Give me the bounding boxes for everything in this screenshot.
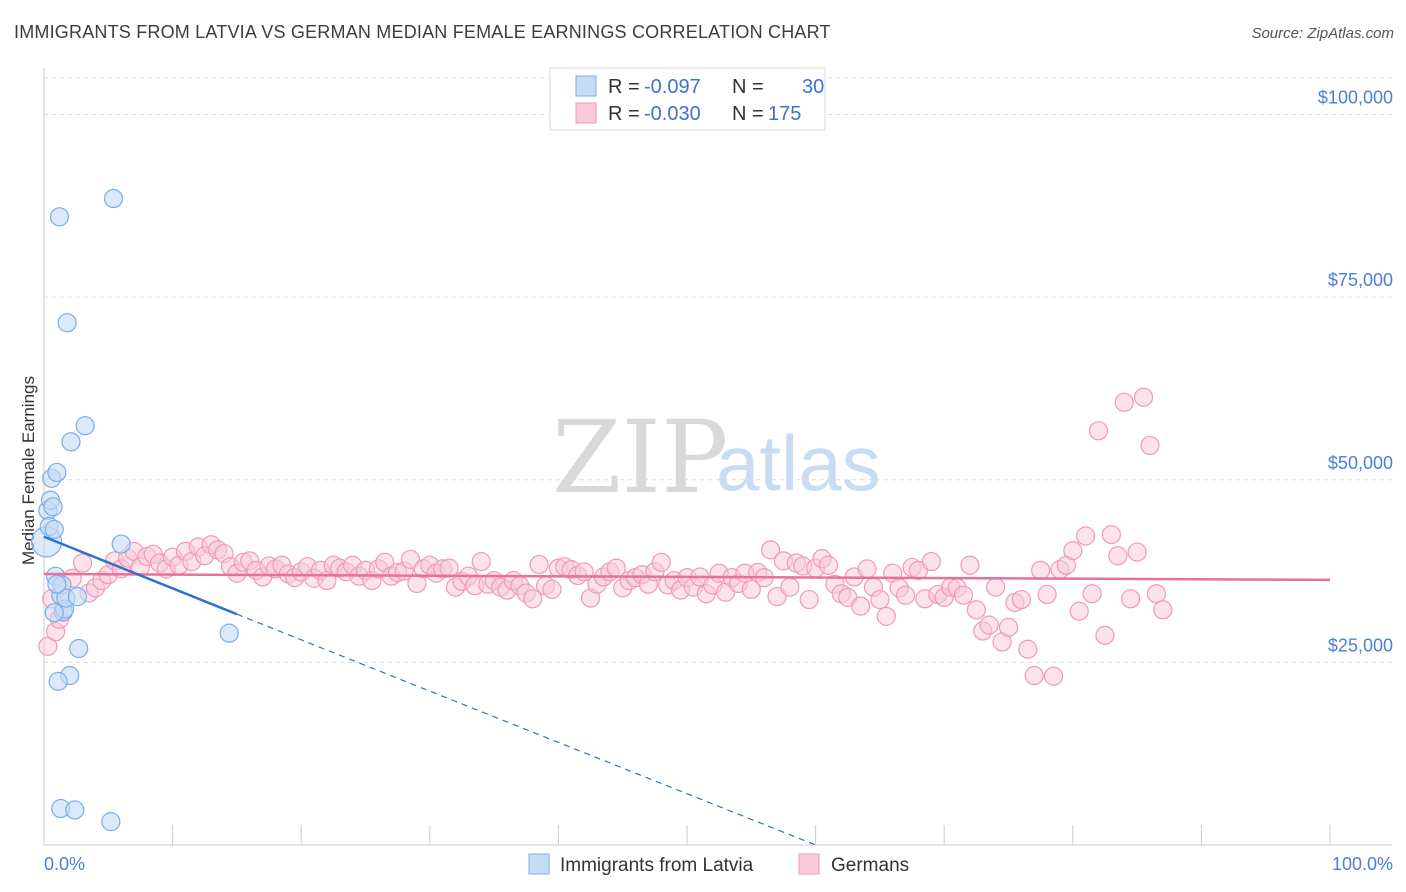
german-point xyxy=(870,589,890,610)
latvia-point xyxy=(43,497,63,517)
german-points xyxy=(38,387,1173,686)
german-point xyxy=(1018,639,1038,659)
y-tick-label: $100,000 xyxy=(1318,88,1393,108)
german-point xyxy=(760,540,781,560)
latvia-point xyxy=(103,188,124,209)
trend-lines xyxy=(43,535,1331,846)
latvia-points xyxy=(30,188,239,832)
german-point xyxy=(767,587,787,607)
german-point xyxy=(1024,665,1044,686)
german-point xyxy=(1088,421,1109,441)
german-point xyxy=(1133,387,1154,407)
latvia-point xyxy=(65,800,85,820)
german-point xyxy=(1101,524,1121,545)
german-point xyxy=(953,585,974,605)
german-point xyxy=(72,553,93,573)
german-trend-line xyxy=(43,572,1331,582)
german-point xyxy=(1108,546,1128,566)
latvia-point xyxy=(44,603,64,623)
y-tick-label: $50,000 xyxy=(1328,453,1393,473)
german-point xyxy=(986,577,1006,597)
chart-title: IMMIGRANTS FROM LATVIA VS GERMAN MEDIAN … xyxy=(14,22,831,42)
x-tick-label-min: 0.0% xyxy=(44,854,85,874)
latvia-point xyxy=(67,587,88,607)
legend-n-label-germans: N = xyxy=(732,103,764,125)
latvia-point xyxy=(219,623,239,643)
latvia-trend-extension xyxy=(236,613,816,846)
latvia-point xyxy=(69,638,89,659)
german-point xyxy=(1146,584,1166,604)
german-point xyxy=(1082,584,1102,604)
german-point xyxy=(1140,435,1160,456)
german-point xyxy=(1011,589,1031,610)
legend-r-value-germans: -0.030 xyxy=(644,103,701,125)
german-point xyxy=(1127,542,1147,562)
legend: R = -0.097 N = 30 R = -0.030 N = 175 xyxy=(549,67,826,131)
german-point xyxy=(1114,392,1134,412)
latvia-point xyxy=(75,416,95,436)
bottom-legend-label-germans: Germans xyxy=(831,855,909,876)
legend-r-label-latvia: R = xyxy=(608,76,640,98)
german-point xyxy=(1153,600,1173,620)
latvia-point xyxy=(47,462,67,483)
german-point xyxy=(741,579,761,599)
bottom-legend-swatch-latvia xyxy=(528,853,550,875)
watermark-atlas: atlas xyxy=(716,419,881,507)
german-point xyxy=(471,551,491,572)
german-point xyxy=(1076,526,1096,546)
german-point xyxy=(851,596,871,616)
latvia-point xyxy=(48,671,68,691)
latvia-point xyxy=(47,574,67,594)
legend-n-value-germans: 175 xyxy=(768,103,801,125)
y-tick-label: $75,000 xyxy=(1328,270,1393,290)
latvia-point xyxy=(101,812,121,832)
legend-swatch-latvia xyxy=(575,75,597,97)
latvia-point xyxy=(49,207,70,227)
german-point xyxy=(998,617,1019,637)
source-label: Source: ZipAtlas.com xyxy=(1251,25,1394,42)
bottom-legend: Immigrants from Latvia Germans xyxy=(528,853,909,876)
latvia-trend-line xyxy=(43,535,238,616)
german-point xyxy=(876,606,896,626)
german-point xyxy=(921,551,941,572)
bottom-legend-swatch-germans xyxy=(798,853,820,875)
german-point xyxy=(960,555,980,575)
watermark-zip: ZIP xyxy=(552,399,728,516)
bottom-legend-label-latvia: Immigrants from Latvia xyxy=(560,855,754,876)
german-point xyxy=(1037,584,1057,605)
german-point xyxy=(1095,625,1115,645)
latvia-point xyxy=(44,519,64,540)
german-point xyxy=(780,577,800,597)
legend-n-value-latvia: 30 xyxy=(802,76,824,98)
german-point xyxy=(1043,666,1064,686)
german-point xyxy=(1121,589,1141,609)
german-point xyxy=(529,554,549,575)
latvia-point xyxy=(61,432,81,452)
german-point xyxy=(439,558,459,578)
german-point xyxy=(400,549,421,569)
legend-n-label-latvia: N = xyxy=(732,76,764,98)
german-point xyxy=(799,589,819,610)
german-point xyxy=(818,555,839,575)
y-axis-label: Median Female Earnings xyxy=(19,376,38,565)
german-point xyxy=(651,552,671,572)
german-point xyxy=(979,615,999,635)
german-point xyxy=(523,589,543,609)
legend-r-value-latvia: -0.097 xyxy=(644,76,701,98)
y-tick-label: $25,000 xyxy=(1328,635,1393,655)
german-point xyxy=(542,579,562,599)
x-tick-label-max: 100.0% xyxy=(1332,854,1393,874)
german-point xyxy=(857,559,877,579)
german-point xyxy=(966,600,986,620)
german-point xyxy=(896,585,916,605)
latvia-point xyxy=(111,534,131,554)
legend-swatch-germans xyxy=(575,102,597,124)
german-point xyxy=(1063,541,1083,561)
legend-r-label-germans: R = xyxy=(608,103,640,125)
german-point xyxy=(1031,560,1051,580)
german-point xyxy=(1069,601,1089,621)
latvia-point xyxy=(57,313,77,333)
